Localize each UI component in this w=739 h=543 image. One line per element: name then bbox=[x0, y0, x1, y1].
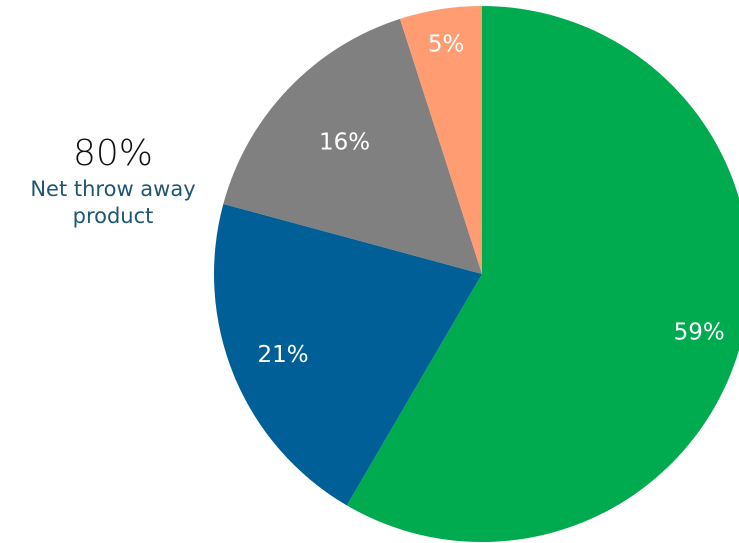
callout: 80% Net throw away product bbox=[18, 132, 208, 230]
pie-slice-blue bbox=[214, 203, 483, 506]
pie-label-gray: 16% bbox=[319, 129, 370, 155]
pie-slice-orange bbox=[399, 6, 482, 274]
pie-slice-green bbox=[346, 6, 739, 542]
callout-label: Net throw away product bbox=[30, 177, 196, 228]
callout-value: 80% bbox=[72, 133, 153, 174]
pie-label-green: 59% bbox=[674, 319, 725, 345]
pie-label-orange: 5% bbox=[428, 31, 465, 57]
pie-slice-gray bbox=[223, 18, 482, 274]
pie-label-blue: 21% bbox=[257, 342, 308, 368]
